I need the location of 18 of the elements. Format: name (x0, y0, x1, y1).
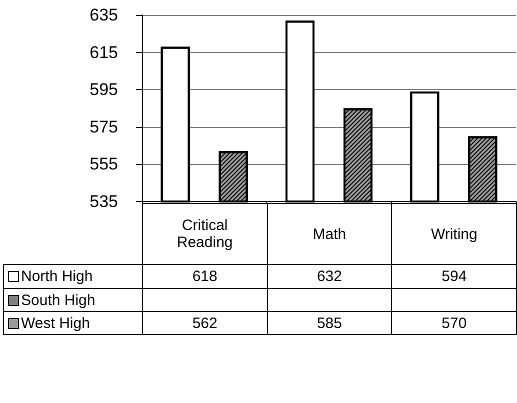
y-tick-label: 615 (90, 42, 118, 62)
y-tick-label: 555 (90, 154, 118, 174)
data-label: 562 (142, 311, 268, 335)
legend-label: West High (3, 311, 143, 335)
data-label: 632 (266, 264, 392, 289)
x-tick-label: Critical Reading (142, 203, 268, 265)
data-label: 594 (391, 264, 517, 289)
y-tick-label: 575 (90, 117, 118, 136)
legend-label: North High (3, 264, 143, 289)
x-tick-label: Writing (391, 203, 517, 265)
y-tick-label: 635 (90, 6, 118, 24)
data-label: 585 (266, 311, 392, 335)
y-tick-label: 595 (90, 80, 118, 100)
data-label: 618 (142, 264, 268, 289)
legend-label: South High (3, 288, 143, 312)
x-tick-label: Math (266, 203, 392, 265)
y-tick-label: 535 (90, 192, 118, 211)
data-label: 570 (391, 311, 517, 335)
